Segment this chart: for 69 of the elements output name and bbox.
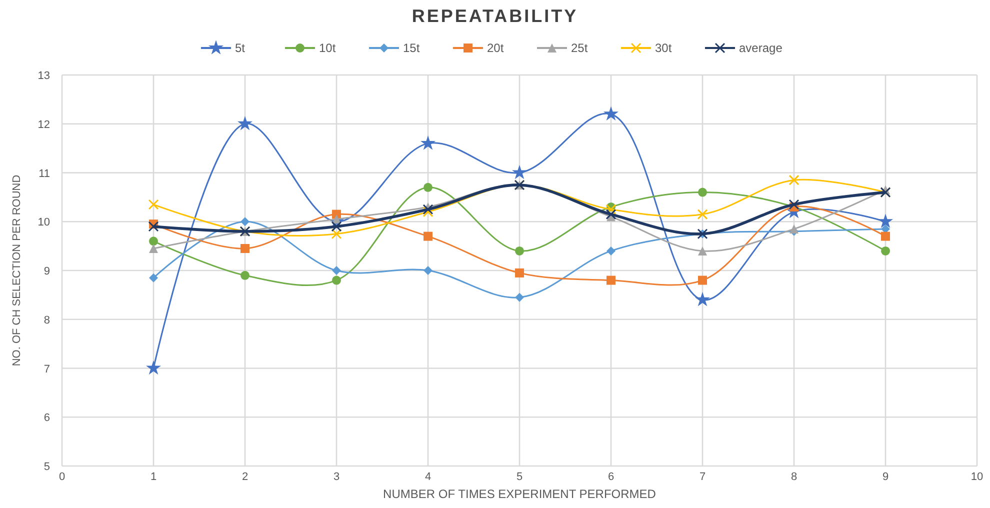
point bbox=[148, 221, 159, 232]
point bbox=[240, 217, 250, 226]
y-tick-label: 10 bbox=[38, 216, 50, 229]
point bbox=[512, 164, 528, 180]
x-tick-label: 9 bbox=[882, 471, 889, 483]
point bbox=[424, 266, 432, 275]
x-tick-label: 10 bbox=[970, 471, 984, 483]
legend-label: average bbox=[739, 41, 783, 55]
point bbox=[878, 214, 894, 228]
chart-title: REPEATABILITY bbox=[412, 6, 578, 26]
point bbox=[606, 276, 616, 285]
y-axis-title: NO. OF CH SELECTION PER ROUND bbox=[11, 174, 23, 366]
point bbox=[331, 228, 342, 240]
point bbox=[146, 360, 162, 375]
y-tick-label: 11 bbox=[38, 168, 50, 180]
x-tick-label: 1 bbox=[150, 471, 157, 483]
point bbox=[149, 244, 158, 254]
point bbox=[237, 116, 253, 130]
x-tick-label: 3 bbox=[333, 471, 340, 483]
point bbox=[697, 209, 708, 220]
point bbox=[331, 221, 342, 232]
legend-label: 10t bbox=[319, 41, 336, 55]
x-tick-label: 0 bbox=[58, 471, 66, 483]
x-tick-label: 8 bbox=[790, 471, 798, 483]
y-tick-label: 13 bbox=[38, 70, 50, 82]
point bbox=[698, 276, 707, 285]
point bbox=[332, 276, 341, 285]
point bbox=[148, 199, 159, 210]
point bbox=[149, 273, 158, 282]
point bbox=[332, 266, 341, 275]
x-tick-label: 5 bbox=[516, 471, 523, 483]
x-tick-label: 6 bbox=[608, 471, 614, 483]
legend-label: 5t bbox=[235, 41, 246, 55]
point bbox=[788, 199, 800, 210]
y-tick-label: 7 bbox=[44, 363, 50, 376]
point bbox=[790, 224, 798, 234]
point bbox=[149, 236, 158, 246]
y-tick-label: 8 bbox=[44, 314, 50, 326]
point bbox=[881, 232, 890, 241]
point bbox=[424, 232, 432, 241]
point bbox=[515, 292, 524, 302]
x-tick-label: 4 bbox=[424, 471, 432, 483]
y-tick-label: 6 bbox=[44, 412, 50, 424]
point bbox=[694, 292, 710, 306]
legend-label: 30t bbox=[655, 41, 672, 55]
x-axis-title: NUMBER OF TIMES EXPERIMENT PERFORMED bbox=[383, 487, 656, 501]
y-tick-label: 12 bbox=[38, 118, 50, 131]
point bbox=[606, 209, 616, 220]
point bbox=[424, 182, 432, 192]
legend-label: 15t bbox=[403, 41, 420, 55]
point bbox=[881, 246, 890, 256]
point bbox=[515, 268, 524, 278]
point bbox=[606, 246, 616, 256]
y-tick-label: 9 bbox=[44, 266, 50, 278]
point bbox=[240, 244, 250, 254]
point bbox=[788, 174, 800, 186]
point bbox=[240, 270, 250, 280]
point bbox=[603, 106, 619, 120]
x-tick-label: 2 bbox=[242, 471, 248, 483]
point bbox=[698, 246, 707, 256]
point bbox=[698, 188, 707, 197]
y-tick-label: 5 bbox=[44, 461, 50, 473]
point bbox=[420, 136, 436, 150]
x-tick-label: 7 bbox=[699, 471, 706, 483]
legend-label: 25t bbox=[571, 41, 588, 55]
point bbox=[422, 204, 434, 215]
point bbox=[515, 246, 524, 256]
legend-label: 20t bbox=[487, 41, 504, 55]
point bbox=[422, 206, 434, 218]
